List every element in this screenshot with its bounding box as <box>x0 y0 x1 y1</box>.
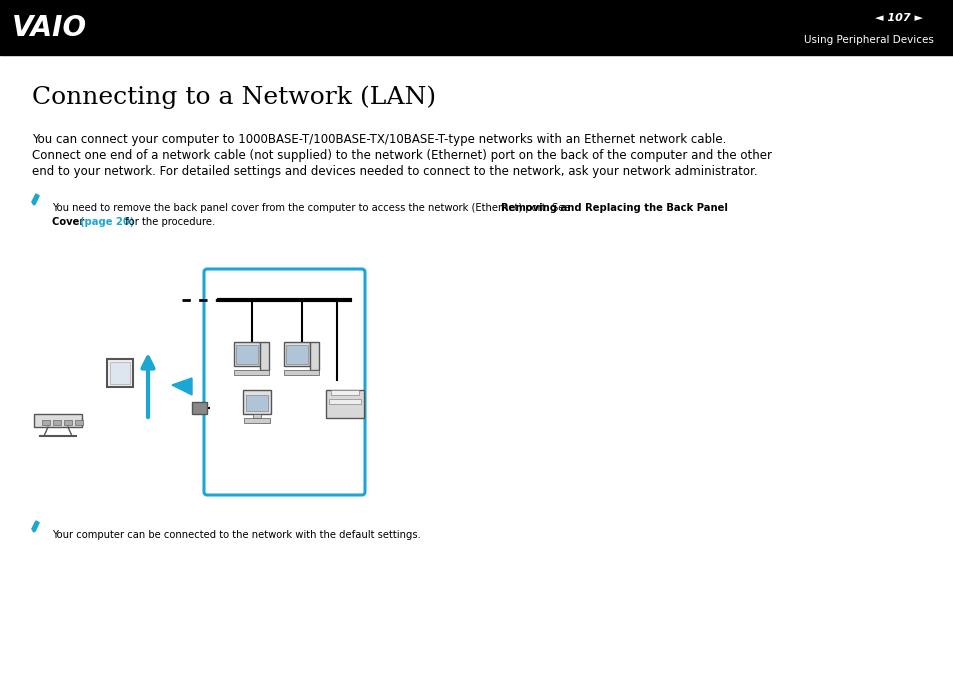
Text: (page 20): (page 20) <box>80 217 134 227</box>
Bar <box>53 420 61 425</box>
Text: VAIO: VAIO <box>12 13 87 42</box>
Text: for the procedure.: for the procedure. <box>122 217 215 227</box>
Bar <box>246 395 268 411</box>
Bar <box>284 370 319 375</box>
Text: Connecting to a Network (LAN): Connecting to a Network (LAN) <box>32 85 436 109</box>
Text: Your computer can be connected to the network with the default settings.: Your computer can be connected to the ne… <box>52 530 420 540</box>
Bar <box>0 0 953 55</box>
Text: ◄ 107 ►: ◄ 107 ► <box>874 13 923 23</box>
Polygon shape <box>32 521 39 531</box>
Polygon shape <box>32 194 39 204</box>
Text: end to your network. For detailed settings and devices needed to connect to the : end to your network. For detailed settin… <box>32 165 757 178</box>
Text: Using Peripheral Devices: Using Peripheral Devices <box>803 34 933 44</box>
Bar <box>64 420 71 425</box>
Bar <box>236 345 258 364</box>
Text: You can connect your computer to 1000BASE-T/100BASE-TX/10BASE-T-type networks wi: You can connect your computer to 1000BAS… <box>32 133 725 146</box>
Bar <box>326 390 364 418</box>
Bar <box>75 420 83 425</box>
Bar <box>331 390 358 395</box>
FancyBboxPatch shape <box>204 269 365 495</box>
Text: Connect one end of a network cable (not supplied) to the network (Ethernet) port: Connect one end of a network cable (not … <box>32 149 771 162</box>
Bar <box>260 342 269 370</box>
Bar <box>192 402 207 414</box>
Bar <box>110 362 130 384</box>
Bar <box>244 418 270 423</box>
Bar <box>234 342 260 366</box>
Bar <box>253 414 261 418</box>
Polygon shape <box>32 202 35 205</box>
Text: You need to remove the back panel cover from the computer to access the network : You need to remove the back panel cover … <box>52 203 573 213</box>
Bar <box>243 390 271 414</box>
Text: Removing and Replacing the Back Panel: Removing and Replacing the Back Panel <box>501 203 727 213</box>
Polygon shape <box>32 528 35 532</box>
Bar <box>34 414 82 427</box>
Bar <box>284 342 310 366</box>
Bar <box>310 342 319 370</box>
Bar <box>286 345 308 364</box>
Polygon shape <box>172 378 192 395</box>
Bar <box>234 370 269 375</box>
Bar <box>329 399 360 404</box>
Bar <box>107 359 132 387</box>
Text: Cover: Cover <box>52 217 88 227</box>
Bar <box>42 420 50 425</box>
